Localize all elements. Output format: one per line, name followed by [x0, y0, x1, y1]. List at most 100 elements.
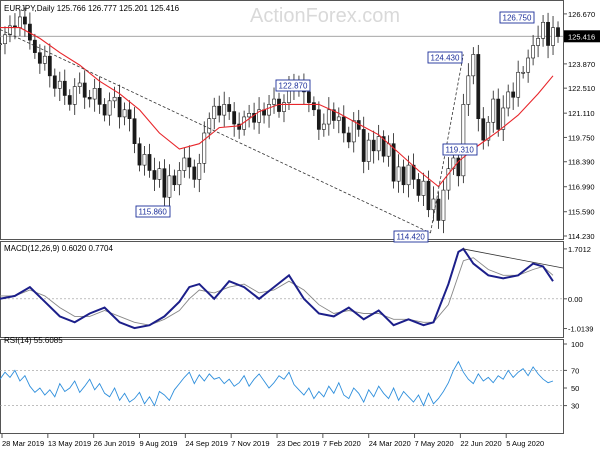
price-annotation: 119.310 — [442, 143, 478, 156]
svg-text:119.310: 119.310 — [446, 146, 475, 155]
price-panel: 126.670 125.416 123.870 122.510 121.110 119.7… — [0, 7, 600, 243]
candle — [82, 70, 87, 109]
x-tick-label: 7 Feb 2020 — [323, 439, 361, 448]
rsi-panel: 100 70 50 30 — [0, 340, 584, 411]
candle — [501, 95, 506, 142]
candle — [32, 33, 37, 59]
candle — [262, 102, 266, 124]
price-y-tick-label: 114.230 — [568, 232, 595, 241]
candle — [371, 130, 376, 164]
candle — [506, 84, 511, 117]
candle — [366, 132, 371, 170]
candle — [471, 47, 476, 85]
x-tick-label: 23 Dec 2019 — [277, 439, 320, 448]
candle — [8, 15, 12, 43]
macd-y-tick-label: 1.7012 — [568, 245, 591, 254]
candle — [326, 97, 331, 136]
svg-text:114.420: 114.420 — [397, 233, 426, 242]
candle — [546, 12, 550, 59]
price-y-tick-label: 119.750 — [568, 133, 595, 142]
x-tick-label: 22 Jun 2020 — [460, 439, 501, 448]
candle — [157, 161, 162, 188]
watermark: ActionForex.com — [250, 5, 400, 27]
candle — [3, 26, 7, 55]
x-tick-label: 24 Sep 2019 — [185, 439, 228, 448]
candle — [222, 91, 227, 127]
x-tick-label: 9 Aug 2019 — [140, 439, 178, 448]
candle — [436, 191, 441, 229]
svg-text:126.750: 126.750 — [503, 14, 532, 23]
x-tick-label: 7 Nov 2019 — [231, 439, 269, 448]
candle — [376, 124, 381, 161]
price-y-tick-label: 126.670 — [568, 10, 595, 19]
candle — [531, 34, 536, 66]
candle — [381, 130, 386, 163]
candle — [67, 89, 72, 111]
price-header: EURJPY,Daily 125.766 126.777 125.201 125… — [4, 4, 180, 13]
candle — [187, 145, 192, 179]
candle — [526, 49, 531, 83]
candle — [541, 14, 545, 47]
price-annotation: 126.750 — [499, 11, 535, 24]
candle — [47, 43, 52, 88]
candle — [311, 96, 316, 117]
candle — [37, 44, 42, 74]
candle — [142, 146, 147, 176]
candle — [351, 112, 356, 153]
candle — [257, 97, 261, 134]
macd-signal-line — [0, 257, 554, 326]
candle — [42, 45, 47, 71]
price-annotation: 115.860 — [135, 205, 171, 218]
x-tick-label: 24 Mar 2020 — [369, 439, 411, 448]
candle — [27, 12, 32, 50]
candle — [57, 71, 62, 102]
candle — [391, 133, 396, 189]
x-tick-label: 7 May 2020 — [415, 439, 454, 448]
svg-text:115.860: 115.860 — [139, 208, 168, 217]
candle — [496, 88, 501, 137]
candle — [272, 87, 276, 114]
price-y-tick-label: 122.510 — [568, 84, 595, 93]
candle — [117, 84, 122, 129]
price-trendline — [0, 29, 431, 234]
svg-text:124.430: 124.430 — [431, 54, 460, 63]
price-y-tick-label: 123.870 — [568, 60, 595, 69]
rsi-y-tick-label: 70 — [571, 366, 579, 375]
candle — [516, 60, 521, 107]
price-y-tick-label: 116.990 — [568, 183, 595, 192]
candle — [72, 78, 77, 115]
candle — [147, 143, 152, 178]
macd-line — [0, 247, 554, 330]
candle — [177, 162, 182, 196]
candle — [511, 82, 516, 110]
candle — [346, 126, 351, 149]
candle — [127, 100, 132, 132]
candle — [167, 164, 172, 207]
candle — [396, 154, 401, 193]
candle — [107, 92, 112, 126]
candle — [536, 25, 540, 58]
candle — [556, 21, 560, 43]
candle — [87, 89, 92, 108]
candle — [182, 147, 187, 178]
candle — [421, 172, 426, 207]
macd-panel: 1.7012 0.00 -1.0139 — [0, 245, 593, 334]
moving-average-line — [0, 27, 554, 188]
candle — [197, 153, 202, 193]
candle — [386, 135, 391, 167]
candle — [267, 94, 271, 128]
price-y-tick-label: 115.590 — [568, 208, 595, 217]
candle — [416, 173, 421, 202]
current-price-box — [564, 30, 600, 43]
macd-y-tick-label: 0.00 — [568, 295, 583, 304]
candle — [152, 157, 157, 192]
candle — [247, 104, 252, 128]
rsi-header: RSI(14) 55.6085 — [4, 336, 63, 345]
panel-frame — [0, 241, 564, 338]
candle — [441, 180, 446, 234]
candle — [92, 78, 97, 112]
price-y-tick-label: 121.110 — [568, 109, 595, 118]
macd-trendline — [463, 248, 564, 269]
